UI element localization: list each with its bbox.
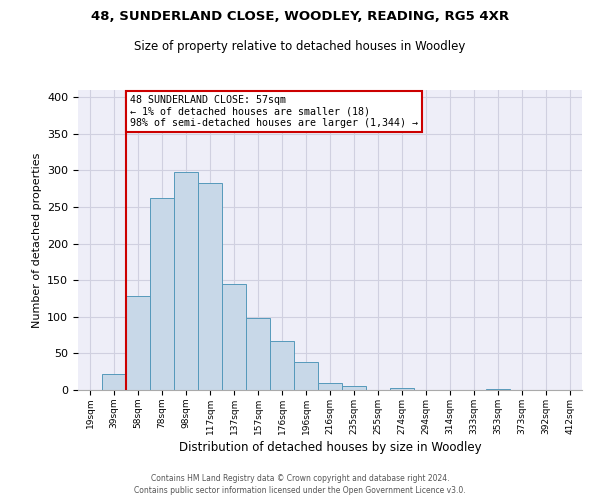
Text: Size of property relative to detached houses in Woodley: Size of property relative to detached ho… bbox=[134, 40, 466, 53]
Y-axis label: Number of detached properties: Number of detached properties bbox=[32, 152, 41, 328]
Bar bbox=[294, 362, 318, 390]
Text: 48 SUNDERLAND CLOSE: 57sqm
← 1% of detached houses are smaller (18)
98% of semi-: 48 SUNDERLAND CLOSE: 57sqm ← 1% of detac… bbox=[130, 95, 418, 128]
Bar bbox=[102, 374, 126, 390]
Bar bbox=[246, 318, 270, 390]
Bar bbox=[390, 388, 414, 390]
Bar bbox=[150, 198, 174, 390]
Bar bbox=[342, 386, 366, 390]
Text: Contains HM Land Registry data © Crown copyright and database right 2024.
Contai: Contains HM Land Registry data © Crown c… bbox=[134, 474, 466, 495]
Bar bbox=[198, 183, 222, 390]
Bar bbox=[486, 388, 510, 390]
Bar bbox=[222, 284, 246, 390]
Bar bbox=[126, 296, 150, 390]
Bar bbox=[174, 172, 198, 390]
X-axis label: Distribution of detached houses by size in Woodley: Distribution of detached houses by size … bbox=[179, 441, 481, 454]
Text: 48, SUNDERLAND CLOSE, WOODLEY, READING, RG5 4XR: 48, SUNDERLAND CLOSE, WOODLEY, READING, … bbox=[91, 10, 509, 23]
Bar bbox=[270, 341, 294, 390]
Bar bbox=[318, 384, 342, 390]
